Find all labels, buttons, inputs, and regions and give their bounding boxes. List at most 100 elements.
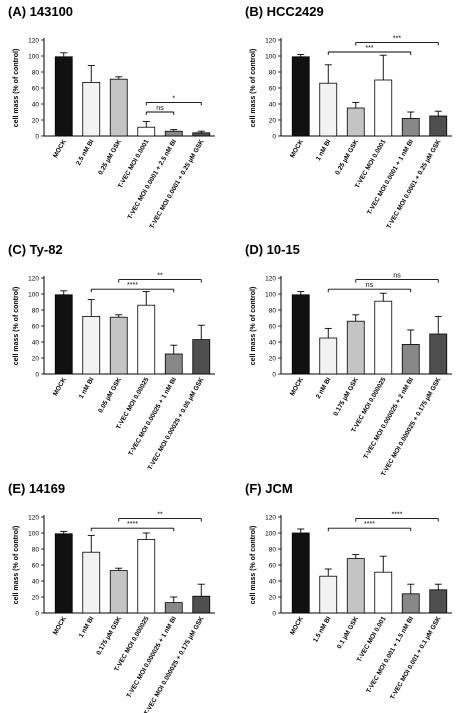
category-label: MOCK (289, 138, 305, 159)
category-label: T-VEC MOI 0.000025 + 2 nM BI (363, 376, 415, 460)
category-label: 0.05 µM GSK (97, 376, 123, 414)
significance-label: **** (127, 282, 138, 289)
y-tick-label: 100 (265, 53, 276, 60)
bar (82, 82, 101, 137)
y-tick-label: 20 (269, 594, 277, 601)
y-axis-label: cell mass (% of control) (13, 287, 20, 366)
bar (429, 589, 448, 614)
y-tick-label: 120 (28, 275, 39, 282)
bar (319, 337, 338, 375)
y-tick-label: 40 (32, 578, 40, 585)
category-label: T-VEC MOI 0.001 (356, 615, 388, 663)
y-tick-label: 80 (269, 546, 277, 553)
significance-label: **** (364, 521, 375, 528)
bar (429, 115, 448, 137)
y-tick-label: 0 (272, 371, 276, 378)
chart-panel: (D) 10-15 cell mass (% of control) 0 20 40 60… (245, 242, 452, 478)
y-tick-label: 80 (32, 69, 40, 76)
bar (291, 294, 310, 375)
y-axis-label: cell mass (% of control) (250, 49, 257, 128)
category-label: 0.25 µM GSK (334, 138, 360, 176)
bar (401, 344, 420, 375)
bar (319, 82, 338, 137)
category-label: 0.1 µM GSK (336, 615, 360, 650)
category-label: T-VEC MOI 0.00025 + 1 nM BI (127, 376, 178, 457)
chart-panel: (C) Ty-82 cell mass (% of control) 0 20 40 60… (8, 242, 215, 471)
bar (164, 130, 183, 137)
y-tick-label: 40 (269, 339, 277, 346)
y-tick-label: 20 (269, 117, 277, 124)
category-label: T-VEC MOI 0.0001 + 0.25 µM GSK (386, 138, 443, 230)
y-tick-label: 60 (269, 323, 277, 330)
category-label: T-VEC MOI 0.0001 + 2.5 nM BI (126, 138, 178, 220)
significance-label: ns (366, 282, 374, 289)
bar (192, 595, 211, 614)
y-tick-label: 20 (32, 594, 40, 601)
category-label: 1.5 nM BI (312, 615, 332, 643)
y-tick-label: 80 (32, 307, 40, 314)
bar (137, 539, 156, 614)
category-label: T-VEC MOI 0.000025 + 0.175 µM GSK (380, 376, 443, 477)
panel-title: (C) Ty-82 (8, 242, 63, 257)
y-tick-label: 120 (28, 514, 39, 521)
bar (429, 333, 448, 375)
category-label: 1 nM BI (78, 376, 96, 400)
bar (164, 602, 183, 614)
bar (291, 56, 310, 137)
significance-label: **** (392, 512, 403, 519)
y-tick-label: 20 (32, 117, 40, 124)
y-tick-label: 100 (28, 53, 39, 60)
category-label: MOCK (52, 138, 68, 159)
panel-title: (F) JCM (245, 481, 293, 496)
bar (54, 294, 73, 375)
category-label: T-VEC MOI 0.0001 + 1 nM BI (366, 138, 415, 216)
category-label: T-VEC MOI 0.000025 + 1 nM BI (126, 615, 178, 699)
significance-label: *** (365, 45, 373, 52)
y-tick-label: 120 (265, 37, 276, 44)
bar (374, 79, 393, 137)
bar (137, 304, 156, 375)
y-tick-label: 40 (269, 101, 277, 108)
y-tick-label: 20 (32, 355, 40, 362)
y-tick-label: 40 (269, 578, 277, 585)
y-tick-label: 0 (35, 371, 39, 378)
bar (109, 78, 128, 137)
category-label: T-VEC MOI 0.001 + 0.1 µM GSK (389, 615, 443, 701)
y-tick-label: 60 (32, 85, 40, 92)
y-tick-label: 60 (32, 562, 40, 569)
bar (401, 118, 420, 137)
y-tick-label: 0 (272, 133, 276, 140)
bar (346, 320, 365, 375)
y-tick-label: 20 (269, 355, 277, 362)
category-label: 1 nM BI (315, 138, 333, 162)
y-tick-label: 120 (265, 275, 276, 282)
bar (401, 593, 420, 614)
y-tick-label: 0 (35, 610, 39, 617)
bar (137, 126, 156, 137)
panel-title: (E) 14169 (8, 481, 65, 496)
significance-label: ** (157, 512, 163, 519)
bar (319, 575, 338, 614)
category-label: T-VEC MOI 0.0001 + 0.25 µM GSK (149, 138, 206, 230)
y-tick-label: 40 (32, 101, 40, 108)
bar (346, 558, 365, 614)
y-axis-label: cell mass (% of control) (250, 526, 257, 605)
category-label: T-VEC MOI 0.00025 + 0.05 µM GSK (147, 376, 206, 471)
category-label: MOCK (52, 376, 68, 397)
y-tick-label: 100 (28, 530, 39, 537)
significance-label: *** (393, 35, 401, 42)
y-tick-label: 60 (32, 323, 40, 330)
significance-label: **** (127, 521, 138, 528)
bar (82, 551, 101, 614)
category-label: 2.5 nM BI (75, 138, 95, 166)
y-tick-label: 120 (265, 514, 276, 521)
y-axis-label: cell mass (% of control) (13, 49, 20, 128)
chart-panel: (B) HCC2429 cell mass (% of control) 0 20 40… (245, 4, 452, 230)
chart-panel: (A) 143100 cell mass (% of control) 0 20 40 6… (8, 4, 215, 230)
y-tick-label: 120 (28, 37, 39, 44)
y-axis-label: cell mass (% of control) (250, 287, 257, 366)
y-tick-label: 60 (269, 562, 277, 569)
bar (109, 570, 128, 614)
y-tick-label: 60 (269, 85, 277, 92)
category-label: T-VEC MOI 0.001 + 1.5 nM BI (365, 615, 415, 694)
